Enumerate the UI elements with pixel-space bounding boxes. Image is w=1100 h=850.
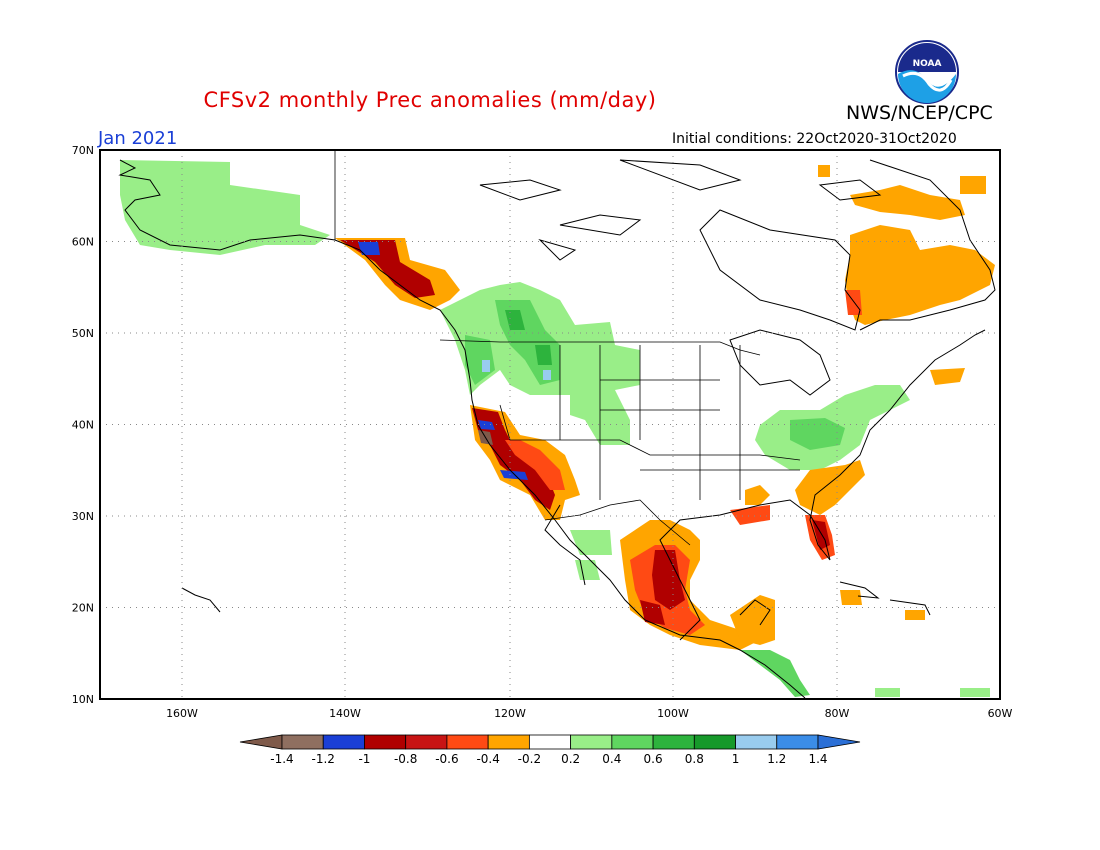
coastlines — [118, 159, 996, 699]
colorbar-swatch — [776, 734, 819, 750]
colorbar-label: 0.2 — [561, 752, 580, 766]
colorbar-low-arrow — [239, 734, 283, 750]
sw-red-area — [505, 440, 565, 490]
colorbar-high-arrow — [817, 734, 861, 750]
pnw-light-blue — [482, 360, 490, 372]
lon-label: 60W — [988, 707, 1013, 720]
colorbar-label: -0.8 — [394, 752, 417, 766]
longitude-labels: 160W 140W 120W 100W 80W 60W — [166, 707, 1012, 720]
colorbar-swatch — [652, 734, 695, 750]
agency-label: NWS/NCEP/CPC — [846, 102, 993, 124]
colorbar-swatch — [735, 734, 778, 750]
hudson-dry-2 — [960, 176, 986, 194]
lon-label: 100W — [657, 707, 689, 720]
lat-label: 60N — [72, 236, 94, 249]
colorbar-swatch — [528, 734, 572, 750]
labrador-dry-area — [845, 185, 995, 325]
colorbar-label: -0.2 — [518, 752, 541, 766]
southeast-dry-area — [795, 460, 865, 515]
borders — [334, 150, 801, 546]
colorbar-label: -1.4 — [270, 752, 293, 766]
colorbar: -1.4 -1.2 -1 -0.8 -0.6 -0.4 -0.2 0.2 0.4 0.6 0.8 1 1… — [239, 734, 861, 766]
colorbar-swatch — [446, 734, 489, 750]
latitude-labels: 70N 60N 50N 40N 30N 20N 10N — [72, 144, 94, 706]
colorbar-label: -1 — [358, 752, 370, 766]
graticule — [100, 150, 1000, 699]
sa-coast-wet-area — [875, 688, 990, 697]
colorbar-swatch — [693, 734, 736, 750]
gulf-orange-area — [745, 485, 770, 505]
colorbar-swatch — [487, 734, 530, 750]
california-dry-area — [472, 408, 555, 510]
pnw-coast-wet-area — [465, 335, 495, 385]
map-frame — [99, 149, 1001, 700]
pnw-dark-wet-area — [505, 310, 552, 365]
lat-label: 50N — [72, 327, 94, 340]
mexico-darkred-area — [640, 550, 685, 625]
central-america-dry-area — [730, 595, 775, 645]
colorbar-label: 0.6 — [644, 752, 663, 766]
rockies-light-blue — [543, 370, 551, 380]
newfoundland-dry-area — [930, 368, 965, 385]
colorbar-label: 1 — [732, 752, 740, 766]
lat-label: 30N — [72, 510, 94, 523]
baja-wet-area — [570, 530, 612, 580]
colorbar-label: -0.4 — [476, 752, 499, 766]
colorbar-swatch — [281, 734, 324, 750]
colorbar-swatch — [364, 734, 407, 750]
colorbar-swatch — [322, 734, 365, 750]
ohio-valley-mid-wet-area — [790, 418, 845, 450]
colorbar-label: 1.4 — [808, 752, 827, 766]
noaa-logo: NOAA — [895, 40, 959, 104]
colorbar-swatch — [405, 734, 448, 750]
lat-label: 10N — [72, 693, 94, 706]
colorbar-label: 0.8 — [685, 752, 704, 766]
lon-label: 160W — [166, 707, 198, 720]
lon-label: 120W — [494, 707, 526, 720]
forecast-month: Jan 2021 — [98, 128, 178, 149]
lat-label: 70N — [72, 144, 94, 157]
colorbar-swatch — [570, 734, 613, 750]
initial-conditions: Initial conditions: 22Oct2020-31Oct2020 — [672, 131, 957, 147]
colorbar-label: -0.6 — [435, 752, 458, 766]
alaska-wet-area — [120, 160, 330, 255]
lat-label: 20N — [72, 602, 94, 615]
colorbar-label: -1.2 — [312, 752, 335, 766]
colorbar-swatch — [611, 734, 654, 750]
colorbar-label: 1.2 — [767, 752, 786, 766]
caribbean-dry-area — [840, 590, 925, 620]
lon-label: 80W — [825, 707, 850, 720]
california-blue-area — [478, 420, 528, 480]
lon-label: 140W — [329, 707, 361, 720]
hudson-dry — [818, 165, 830, 177]
logo-text: NOAA — [913, 59, 942, 69]
chart-title: CFSv2 monthly Prec anomalies (mm/day) — [203, 88, 657, 112]
lat-label: 40N — [72, 419, 94, 432]
se-alaska-blue-area — [358, 242, 380, 255]
colorbar-label: 0.4 — [602, 752, 621, 766]
